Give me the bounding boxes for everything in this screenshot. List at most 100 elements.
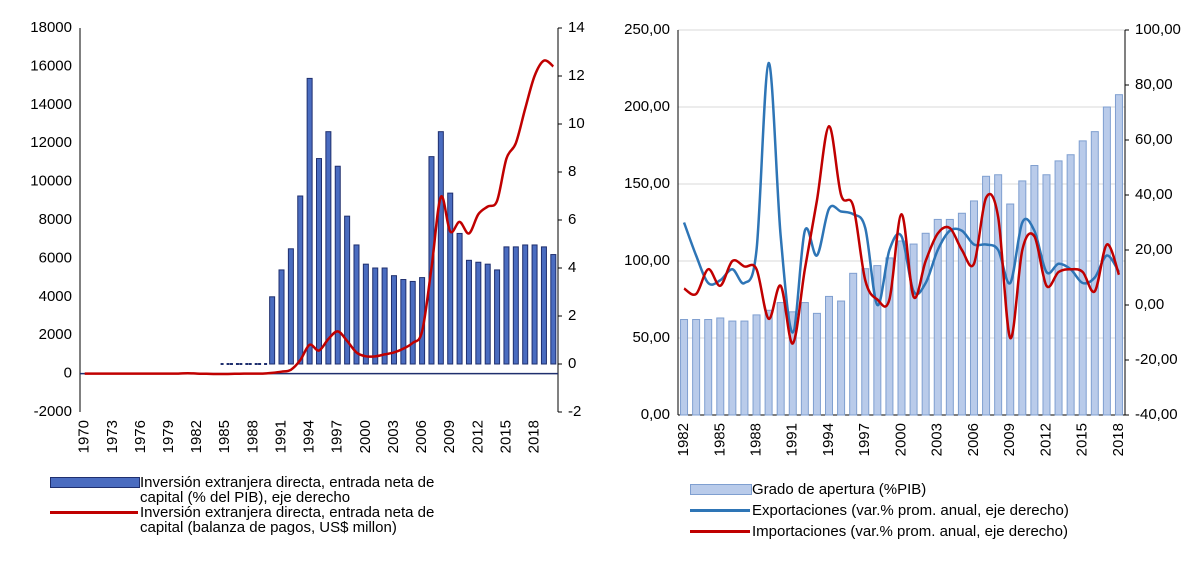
bar (933, 218, 942, 416)
x-tick-label: 1988 (244, 420, 261, 453)
y-tick-label: 4000 (39, 288, 72, 305)
x-tick-label: 1982 (675, 423, 692, 456)
bar (447, 192, 454, 365)
bar (982, 175, 991, 416)
x-tick-label: 2003 (385, 420, 402, 453)
bar (353, 244, 360, 365)
bar (740, 320, 749, 416)
y2-tick-label: 100,00 (1135, 21, 1181, 38)
bar (764, 309, 773, 416)
y-tick-label: 8000 (39, 211, 72, 228)
y-tick-label: 50,00 (632, 329, 670, 346)
y2-tick-label: 8 (568, 163, 576, 180)
y-tick-label: 18000 (30, 19, 72, 36)
x-tick-label: 1988 (747, 423, 764, 456)
y2-tick-label: 4 (568, 259, 576, 276)
x-tick-label: 2018 (1110, 423, 1127, 456)
y2-tick-label: 6 (568, 211, 576, 228)
bar (1054, 160, 1063, 416)
bar (680, 319, 689, 416)
y-tick-label: 14000 (30, 96, 72, 113)
bar (1030, 165, 1039, 416)
y2-tick-label: 14 (568, 19, 585, 36)
bar (752, 314, 761, 416)
y2-tick-label: 60,00 (1135, 131, 1173, 148)
bar (540, 246, 547, 365)
bar (531, 244, 538, 365)
line (682, 61, 1121, 334)
legend-label: Grado de apertura (%PIB) (752, 481, 927, 498)
y2-tick-label: 12 (568, 67, 585, 84)
y2-tick-label: -2 (568, 403, 581, 420)
x-tick-label: 2006 (965, 423, 982, 456)
x-tick-label: 2015 (497, 420, 514, 453)
bar (776, 302, 785, 416)
bar (861, 268, 870, 416)
x-tick-label: 1985 (216, 420, 233, 453)
bar (885, 257, 894, 416)
bar (909, 243, 918, 416)
x-tick-label: 2000 (892, 423, 909, 456)
bar (512, 246, 519, 365)
y-tick-label: 10000 (30, 173, 72, 190)
bar (381, 267, 388, 365)
bar (994, 174, 1003, 416)
x-tick-label: 1973 (104, 420, 121, 453)
y-tick-label: 2000 (39, 326, 72, 343)
bar (945, 218, 954, 416)
bar (1102, 106, 1111, 416)
x-tick-label: 1994 (820, 423, 837, 456)
x-tick-label: 2009 (1001, 423, 1018, 456)
bar (362, 263, 369, 365)
x-tick-label: 1991 (272, 420, 289, 453)
x-tick-label: 2003 (929, 423, 946, 456)
legend-swatch (50, 477, 140, 488)
bar (344, 215, 351, 365)
bar (969, 200, 978, 416)
x-tick-label: 1991 (784, 423, 801, 456)
bar (334, 165, 341, 365)
y-tick-label: 16000 (30, 57, 72, 74)
y2-tick-label: 20,00 (1135, 241, 1173, 258)
bar (812, 312, 821, 416)
x-tick-label: 1982 (188, 420, 205, 453)
y-tick-label: 100,00 (624, 252, 670, 269)
bar (957, 212, 966, 416)
bar (716, 317, 725, 416)
y-tick-label: 0,00 (641, 406, 670, 423)
legend-label: Importaciones (var.% prom. anual, eje de… (752, 523, 1068, 540)
bar (484, 263, 491, 365)
y-tick-label: -2000 (34, 403, 72, 420)
bar (306, 77, 313, 365)
bar (897, 240, 906, 416)
bar (837, 300, 846, 416)
bar (550, 254, 557, 365)
x-tick-label: 2012 (1037, 423, 1054, 456)
x-tick-label: 2006 (413, 420, 430, 453)
y-tick-label: 12000 (30, 134, 72, 151)
line (683, 124, 1121, 345)
bar (456, 232, 463, 365)
bar (873, 265, 882, 416)
bar (390, 275, 397, 365)
x-tick-label: 1970 (76, 420, 93, 453)
bar (503, 246, 510, 365)
x-tick-label: 1994 (301, 420, 318, 453)
bar (372, 267, 379, 365)
bar (788, 311, 797, 416)
bar (400, 279, 407, 365)
x-tick-label: 1997 (856, 423, 873, 456)
y2-tick-label: 10 (568, 115, 585, 132)
bar (465, 259, 472, 365)
bar (692, 319, 701, 416)
x-tick-label: 1979 (160, 420, 177, 453)
bar (800, 302, 809, 416)
x-tick-label: 2000 (357, 420, 374, 453)
y2-tick-label: 2 (568, 307, 576, 324)
line (84, 59, 555, 376)
legend-swatch (690, 484, 752, 495)
x-tick-label: 2018 (526, 420, 543, 453)
bar (409, 280, 416, 365)
